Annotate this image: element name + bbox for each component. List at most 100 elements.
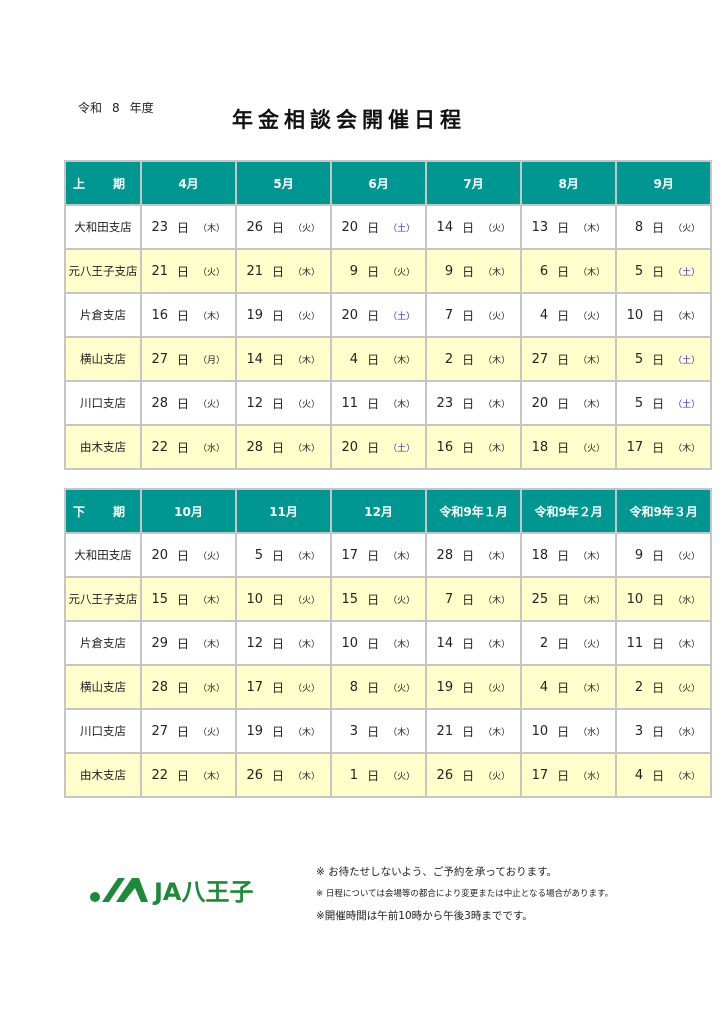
day-number: 6 [539, 263, 549, 279]
day-number: 21 [246, 263, 264, 279]
day-label: 日 [557, 264, 570, 279]
day-number: 28 [436, 547, 454, 563]
weekday: （火） [483, 311, 511, 322]
period-header: 上 期 [64, 160, 142, 206]
day-label: 日 [462, 592, 475, 607]
month-header: 7月 [425, 160, 523, 206]
day-number: 23 [151, 219, 168, 235]
month-header: 9月 [615, 160, 713, 206]
weekday: （木） [293, 727, 321, 738]
date-cell: 16 日 （木） [425, 424, 523, 470]
day-number: 4 [539, 307, 549, 323]
weekday: （火） [198, 727, 226, 738]
date-cell: 26 日 （木） [235, 752, 333, 798]
day-number: 13 [531, 219, 549, 235]
date-cell: 21 日 （火） [139, 248, 238, 294]
year-number: 8 [112, 101, 120, 115]
day-label: 日 [177, 220, 190, 235]
day-number: 19 [246, 307, 264, 323]
day-number: 28 [246, 439, 264, 455]
day-number: 27 [531, 351, 549, 367]
day-label: 日 [462, 680, 475, 695]
table-row: 川口支店 28 日（火） 12 日（火） 11 日（木） 23 日（木） 20 日（木） 5 日（土） [64, 380, 713, 426]
date-cell: 27 日 （火） [139, 708, 238, 754]
date-cell: 20 日 （木） [520, 380, 618, 426]
logo-text: JA八王子 [154, 878, 254, 906]
period-header: 下 期 [64, 488, 142, 534]
date-cell: 22 日 （水） [139, 424, 238, 470]
weekday: （土） [388, 223, 416, 234]
day-number: 12 [246, 395, 264, 411]
day-number: 7 [444, 307, 454, 323]
day-label: 日 [272, 440, 285, 455]
date-cell: 28 日 （火） [139, 380, 238, 426]
date-cell: 5 日 （土） [615, 248, 713, 294]
date-cell: 7 日 （火） [425, 292, 523, 338]
day-number: 9 [349, 263, 359, 279]
day-number: 3 [634, 723, 644, 739]
table-row: 大和田支店 20 日（火） 5 日（木） 17 日（木） 28 日（木） 18 日（木） 9 日（火） [64, 532, 713, 578]
weekday: （木） [483, 267, 511, 278]
day-number: 9 [634, 547, 644, 563]
branch-name: 大和田支店 [64, 532, 142, 578]
month-header: 12月 [330, 488, 428, 534]
day-label: 日 [272, 220, 285, 235]
day-number: 22 [151, 767, 168, 783]
day-label: 日 [652, 440, 665, 455]
table-row: 片倉支店 16 日（木） 19 日（火） 20 日（土） 7 日（火） 4 日（火） 10 日（木） [64, 292, 713, 338]
weekday: （火） [483, 223, 511, 234]
weekday: （木） [483, 355, 511, 366]
weekday: （火） [293, 683, 321, 694]
day-label: 日 [367, 768, 380, 783]
date-cell: 26 日 （火） [425, 752, 523, 798]
day-label: 日 [367, 440, 380, 455]
weekday: （木） [198, 311, 226, 322]
date-cell: 3 日 （水） [615, 708, 713, 754]
era: 令和 [78, 101, 103, 115]
day-label: 日 [652, 396, 665, 411]
note-schedule-change: ※ 日程については会場等の都合により変更または中止となる場合があります。 [316, 889, 614, 899]
day-label: 日 [272, 264, 285, 279]
weekday: （木） [198, 639, 226, 650]
day-label: 日 [177, 308, 190, 323]
branch-name: 片倉支店 [64, 292, 142, 338]
date-cell: 3 日 （木） [330, 708, 428, 754]
weekday: （火） [578, 639, 606, 650]
branch-name: 由木支店 [64, 752, 142, 798]
weekday: （火） [673, 551, 701, 562]
branch-name: 川口支店 [64, 708, 142, 754]
date-cell: 21 日 （木） [235, 248, 333, 294]
day-label: 日 [177, 548, 190, 563]
day-label: 日 [557, 308, 570, 323]
date-cell: 8 日 （火） [330, 664, 428, 710]
date-cell: 4 日 （木） [330, 336, 428, 382]
branch-name: 元八王子支店 [64, 248, 142, 294]
date-cell: 10 日 （水） [615, 576, 713, 622]
day-label: 日 [652, 636, 665, 651]
weekday: （木） [578, 683, 606, 694]
day-label: 日 [462, 768, 475, 783]
date-cell: 2 日 （火） [615, 664, 713, 710]
date-cell: 14 日 （火） [425, 204, 523, 250]
date-cell: 5 日 （木） [235, 532, 333, 578]
day-number: 26 [436, 767, 454, 783]
month-header: 令和9年１月 [425, 488, 523, 534]
branch-name: 川口支店 [64, 380, 142, 426]
day-number: 26 [246, 767, 264, 783]
day-number: 17 [341, 547, 359, 563]
day-label: 日 [177, 636, 190, 651]
weekday: （火） [673, 683, 701, 694]
month-header: 令和9年２月 [520, 488, 618, 534]
day-label: 日 [272, 636, 285, 651]
day-label: 日 [177, 352, 190, 367]
weekday: （火） [293, 223, 321, 234]
note-reservation: ※ お待たせしないよう、ご予約を承っております。 [316, 866, 558, 878]
day-label: 日 [272, 308, 285, 323]
weekday: （木） [483, 551, 511, 562]
day-label: 日 [272, 592, 285, 607]
day-label: 日 [272, 724, 285, 739]
date-cell: 20 日 （土） [330, 204, 428, 250]
date-cell: 28 日 （木） [235, 424, 333, 470]
day-number: 9 [444, 263, 454, 279]
day-number: 2 [539, 635, 549, 651]
